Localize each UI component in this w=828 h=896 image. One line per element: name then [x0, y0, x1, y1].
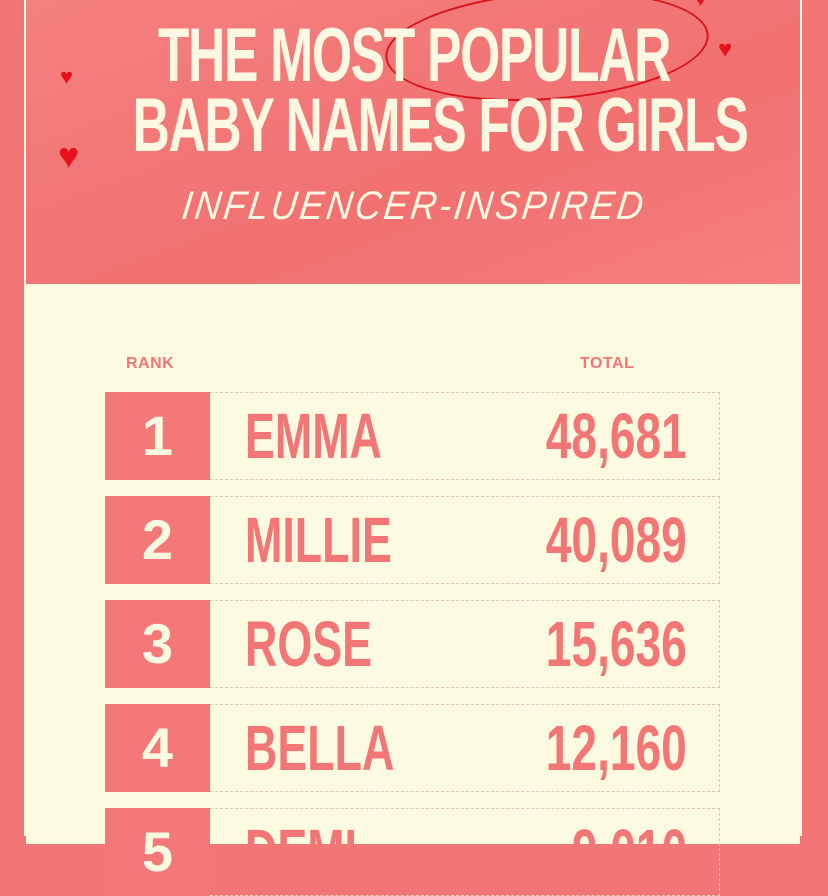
name-cell: ROSE	[245, 608, 372, 680]
name-cell: BELLA	[245, 712, 395, 784]
name-cell: EMMA	[245, 400, 382, 472]
column-header-rank: RANK	[126, 355, 175, 372]
total-cell: 9,010	[571, 816, 687, 888]
total-cell: 15,636	[546, 608, 687, 680]
rank-cell: 2	[105, 496, 210, 584]
table-row: 1 EMMA 48,681	[105, 392, 720, 480]
table-row: 2 MILLIE 40,089	[105, 496, 720, 584]
rank-cell: 5	[105, 808, 210, 896]
heart-icon: ♥	[718, 36, 733, 63]
table-row: 4 BELLA 12,160	[105, 704, 720, 792]
header-banner	[26, 0, 800, 284]
name-cell: MILLIE	[245, 504, 392, 576]
total-cell: 40,089	[546, 504, 687, 576]
table-row: 5 DEMI 9,010	[105, 808, 720, 896]
name-cell: DEMI	[245, 816, 357, 888]
title-line-1: THE MOST POPULAR	[157, 13, 672, 98]
title-line-2: BABY NAMES FOR GIRLS	[132, 83, 748, 168]
total-cell: 48,681	[546, 400, 687, 472]
row-cell-border	[210, 600, 720, 688]
row-cell-border	[210, 392, 720, 480]
heart-icon: ♥	[58, 135, 80, 176]
heart-icon: ♥	[694, 0, 707, 10]
subtitle: INFLUENCER-INSPIRED	[179, 184, 649, 228]
row-cell-border	[210, 704, 720, 792]
column-header-total: TOTAL	[580, 355, 635, 372]
rank-cell: 3	[105, 600, 210, 688]
heart-icon: ♥	[60, 64, 74, 89]
rank-cell: 1	[105, 392, 210, 480]
rank-cell: 4	[105, 704, 210, 792]
table-row: 3 ROSE 15,636	[105, 600, 720, 688]
row-cell-border	[210, 496, 720, 584]
total-cell: 12,160	[546, 712, 687, 784]
